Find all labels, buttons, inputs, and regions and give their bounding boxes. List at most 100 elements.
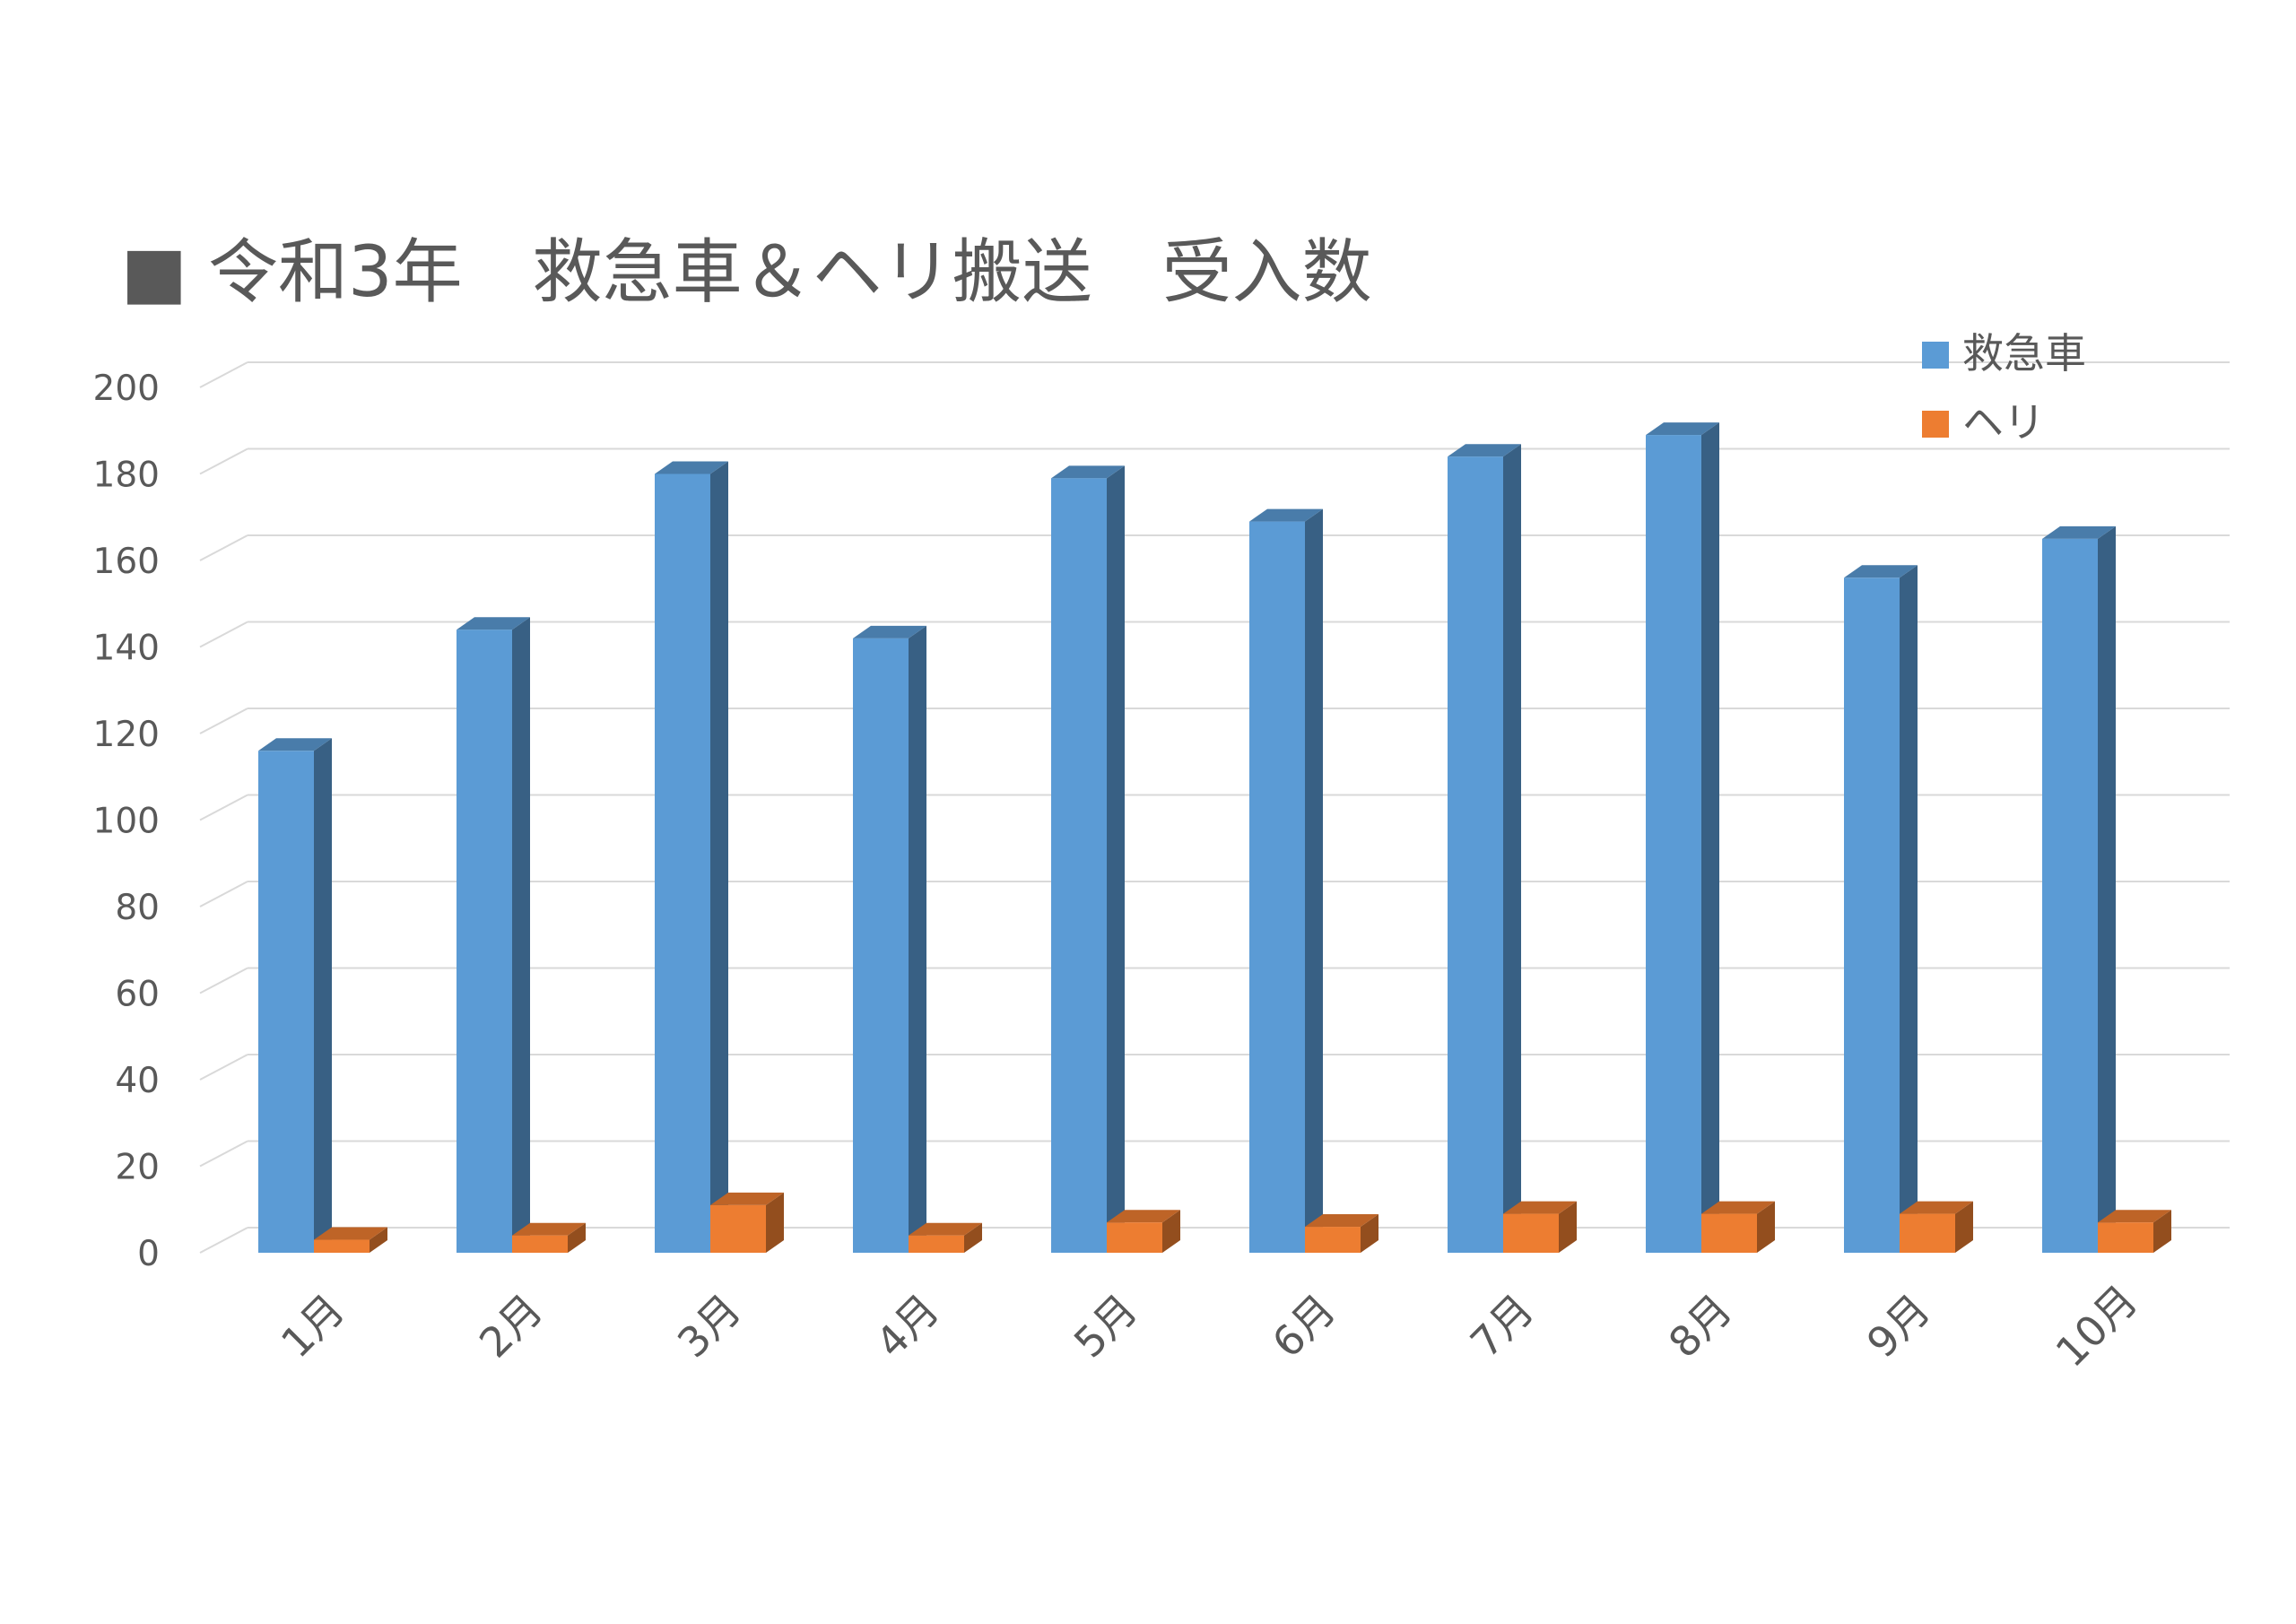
- bar-front: [1503, 1213, 1559, 1253]
- gridline-depth: [199, 1140, 248, 1168]
- bar-side: [1162, 1210, 1180, 1253]
- bar-front: [2042, 538, 2098, 1253]
- bar-side: [568, 1222, 586, 1253]
- y-tick-label: 200: [93, 369, 160, 409]
- bar-ambulance: [258, 738, 332, 1253]
- gridline-depth: [199, 361, 248, 388]
- gridline-depth: [199, 621, 248, 648]
- gridline-depth: [199, 1054, 248, 1081]
- bar-ambulance: [1844, 565, 1918, 1253]
- x-category-label: 8月: [1659, 1285, 1741, 1367]
- bar-front: [655, 473, 710, 1253]
- bar-side: [1559, 1201, 1577, 1253]
- bar-front: [710, 1204, 766, 1253]
- bar-top: [314, 1227, 387, 1240]
- bar-top: [258, 738, 332, 751]
- bar-ambulance: [1249, 508, 1323, 1253]
- bar-ambulance: [2042, 525, 2116, 1253]
- bar-heli: [909, 1222, 982, 1253]
- gridline-depth: [199, 534, 248, 561]
- bar-top: [1900, 1201, 1973, 1214]
- bar-side: [964, 1222, 982, 1253]
- bar-front: [853, 638, 909, 1253]
- bar-side: [1701, 422, 1719, 1253]
- y-tick-label: 100: [93, 802, 160, 842]
- bar-heli: [1107, 1210, 1180, 1253]
- bar-heli: [710, 1192, 784, 1253]
- bar-ambulance: [1646, 422, 1719, 1253]
- bar-ambulance: [1448, 444, 1521, 1253]
- bar-ambulance: [457, 617, 530, 1253]
- bar-ambulance: [853, 625, 926, 1253]
- gridline-depth: [199, 794, 248, 821]
- y-tick-label: 160: [93, 542, 160, 582]
- bar-top: [2042, 525, 2116, 539]
- bar-front: [258, 751, 314, 1253]
- x-category-label: 9月: [1857, 1285, 1939, 1367]
- bar-front: [1646, 435, 1701, 1253]
- x-axis-categories: 1月 2月 3月 4月 5月 6月 7月 8月 9月 10月: [272, 1276, 2147, 1376]
- bar-heli: [1305, 1214, 1378, 1253]
- bar-top: [655, 461, 728, 474]
- bar-heli: [314, 1227, 387, 1253]
- bar-side: [512, 617, 530, 1253]
- bar-side: [766, 1192, 784, 1253]
- bar-top: [1844, 565, 1918, 578]
- y-tick-label: 80: [115, 888, 160, 928]
- bar-heli: [1900, 1201, 1973, 1253]
- bar-ambulance: [655, 461, 728, 1253]
- x-category-label: 5月: [1065, 1285, 1146, 1367]
- y-tick-label: 0: [137, 1234, 160, 1274]
- gridline-depth: [199, 967, 248, 994]
- bar-top: [1107, 1210, 1180, 1223]
- x-category-label: 3月: [668, 1285, 750, 1367]
- bar-side: [1900, 565, 1918, 1253]
- chart-title-marker: ■: [121, 232, 187, 313]
- bar-front: [1051, 478, 1107, 1253]
- bar-side: [1757, 1201, 1775, 1253]
- gridline-depth: [199, 708, 248, 734]
- bar-top: [1646, 422, 1719, 436]
- legend-swatch-heli: [1922, 411, 1949, 438]
- bar-front: [1900, 1213, 1955, 1253]
- bar-side: [710, 461, 728, 1253]
- bar-heli: [512, 1222, 586, 1253]
- bar-side: [1107, 465, 1125, 1253]
- legend: 救急車 ヘリ: [1922, 329, 2086, 447]
- legend-swatch-ambulance: [1922, 342, 1949, 369]
- chart-title-text: 令和3年 救急車＆ヘリ搬送 受入数: [208, 232, 1372, 313]
- bar-heli: [1503, 1201, 1577, 1253]
- y-tick-label: 40: [115, 1061, 160, 1101]
- bar-heli: [1701, 1201, 1775, 1253]
- bar-side: [2153, 1210, 2171, 1253]
- bar-side: [1503, 444, 1521, 1253]
- bar-side: [370, 1227, 387, 1253]
- y-tick-label: 20: [115, 1148, 160, 1188]
- bar-front: [1305, 1227, 1361, 1253]
- x-category-label: 6月: [1263, 1285, 1344, 1367]
- legend-label-heli: ヘリ: [1962, 398, 2045, 447]
- bar-top: [853, 625, 926, 638]
- bar-top: [710, 1192, 784, 1205]
- legend-label-ambulance: 救急車: [1962, 329, 2086, 378]
- gridline-depth: [199, 881, 248, 908]
- x-category-label: 10月: [2047, 1276, 2147, 1376]
- gridline-depth: [199, 1227, 248, 1254]
- bar-side: [1305, 508, 1323, 1253]
- bar-ambulance: [1051, 465, 1125, 1253]
- bar-top: [512, 1222, 586, 1236]
- bar-top: [909, 1222, 982, 1236]
- chart-title: ■ 令和3年 救急車＆ヘリ搬送 受入数: [121, 232, 1372, 313]
- bar-top: [2098, 1210, 2171, 1223]
- bar-side: [2098, 525, 2116, 1253]
- x-category-label: 7月: [1461, 1285, 1543, 1367]
- gridline-depth: [199, 447, 248, 475]
- bar-side: [909, 625, 926, 1253]
- bar-front: [1107, 1222, 1162, 1253]
- y-axis-ticks: 0 20 40 60 80 100 120 140 160 180 200: [93, 369, 160, 1274]
- bar-side: [314, 738, 332, 1253]
- x-category-label: 2月: [470, 1285, 552, 1367]
- bar-heli: [2098, 1210, 2171, 1253]
- bar-side: [1955, 1201, 1973, 1253]
